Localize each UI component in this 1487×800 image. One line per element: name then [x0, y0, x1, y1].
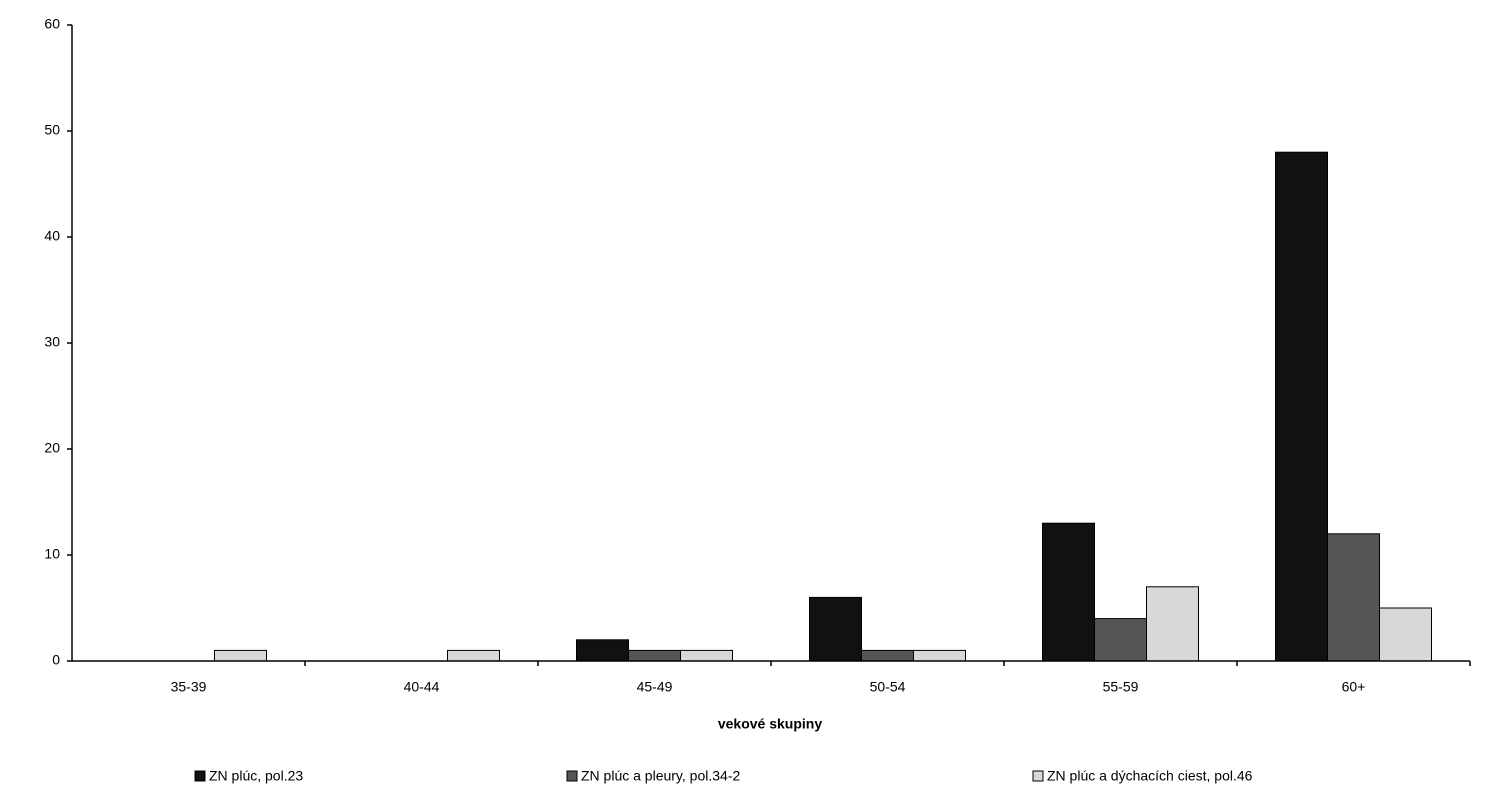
- x-tick-label: 40-44: [404, 679, 440, 695]
- bar: [1042, 522, 1095, 662]
- y-tick-label: 20: [44, 440, 60, 456]
- bar: [1327, 533, 1380, 662]
- y-tick-label: 50: [44, 122, 60, 138]
- x-tick-label: 35-39: [171, 679, 207, 695]
- bar: [1146, 586, 1199, 662]
- bar: [861, 649, 914, 662]
- x-tick-label: 60+: [1342, 679, 1366, 695]
- y-tick-label: 30: [44, 334, 60, 350]
- bar: [628, 649, 681, 662]
- x-tick-label: 50-54: [870, 679, 906, 695]
- legend-swatch: [1032, 770, 1044, 782]
- bar: [913, 649, 966, 662]
- bar: [576, 639, 629, 662]
- y-tick-label: 40: [44, 228, 60, 244]
- legend-label: ZN plúc a dýchacích ciest, pol.46: [1047, 768, 1253, 784]
- bar: [447, 649, 500, 662]
- legend-label: ZN plúc, pol.23: [209, 768, 303, 784]
- bar: [680, 649, 733, 662]
- x-tick-label: 55-59: [1103, 679, 1139, 695]
- legend-swatch: [566, 770, 578, 782]
- bar: [1094, 618, 1147, 662]
- y-tick-label: 10: [44, 546, 60, 562]
- bar: [809, 596, 862, 662]
- y-tick-label: 60: [44, 16, 60, 32]
- bar: [1275, 151, 1328, 662]
- x-axis-label: vekové skupiny: [718, 716, 822, 732]
- legend-label: ZN plúc a pleury, pol.34-2: [581, 768, 740, 784]
- bar: [214, 649, 267, 662]
- x-tick-label: 45-49: [637, 679, 673, 695]
- y-tick-label: 0: [52, 652, 60, 668]
- legend-swatch: [194, 770, 206, 782]
- bar: [1379, 607, 1432, 662]
